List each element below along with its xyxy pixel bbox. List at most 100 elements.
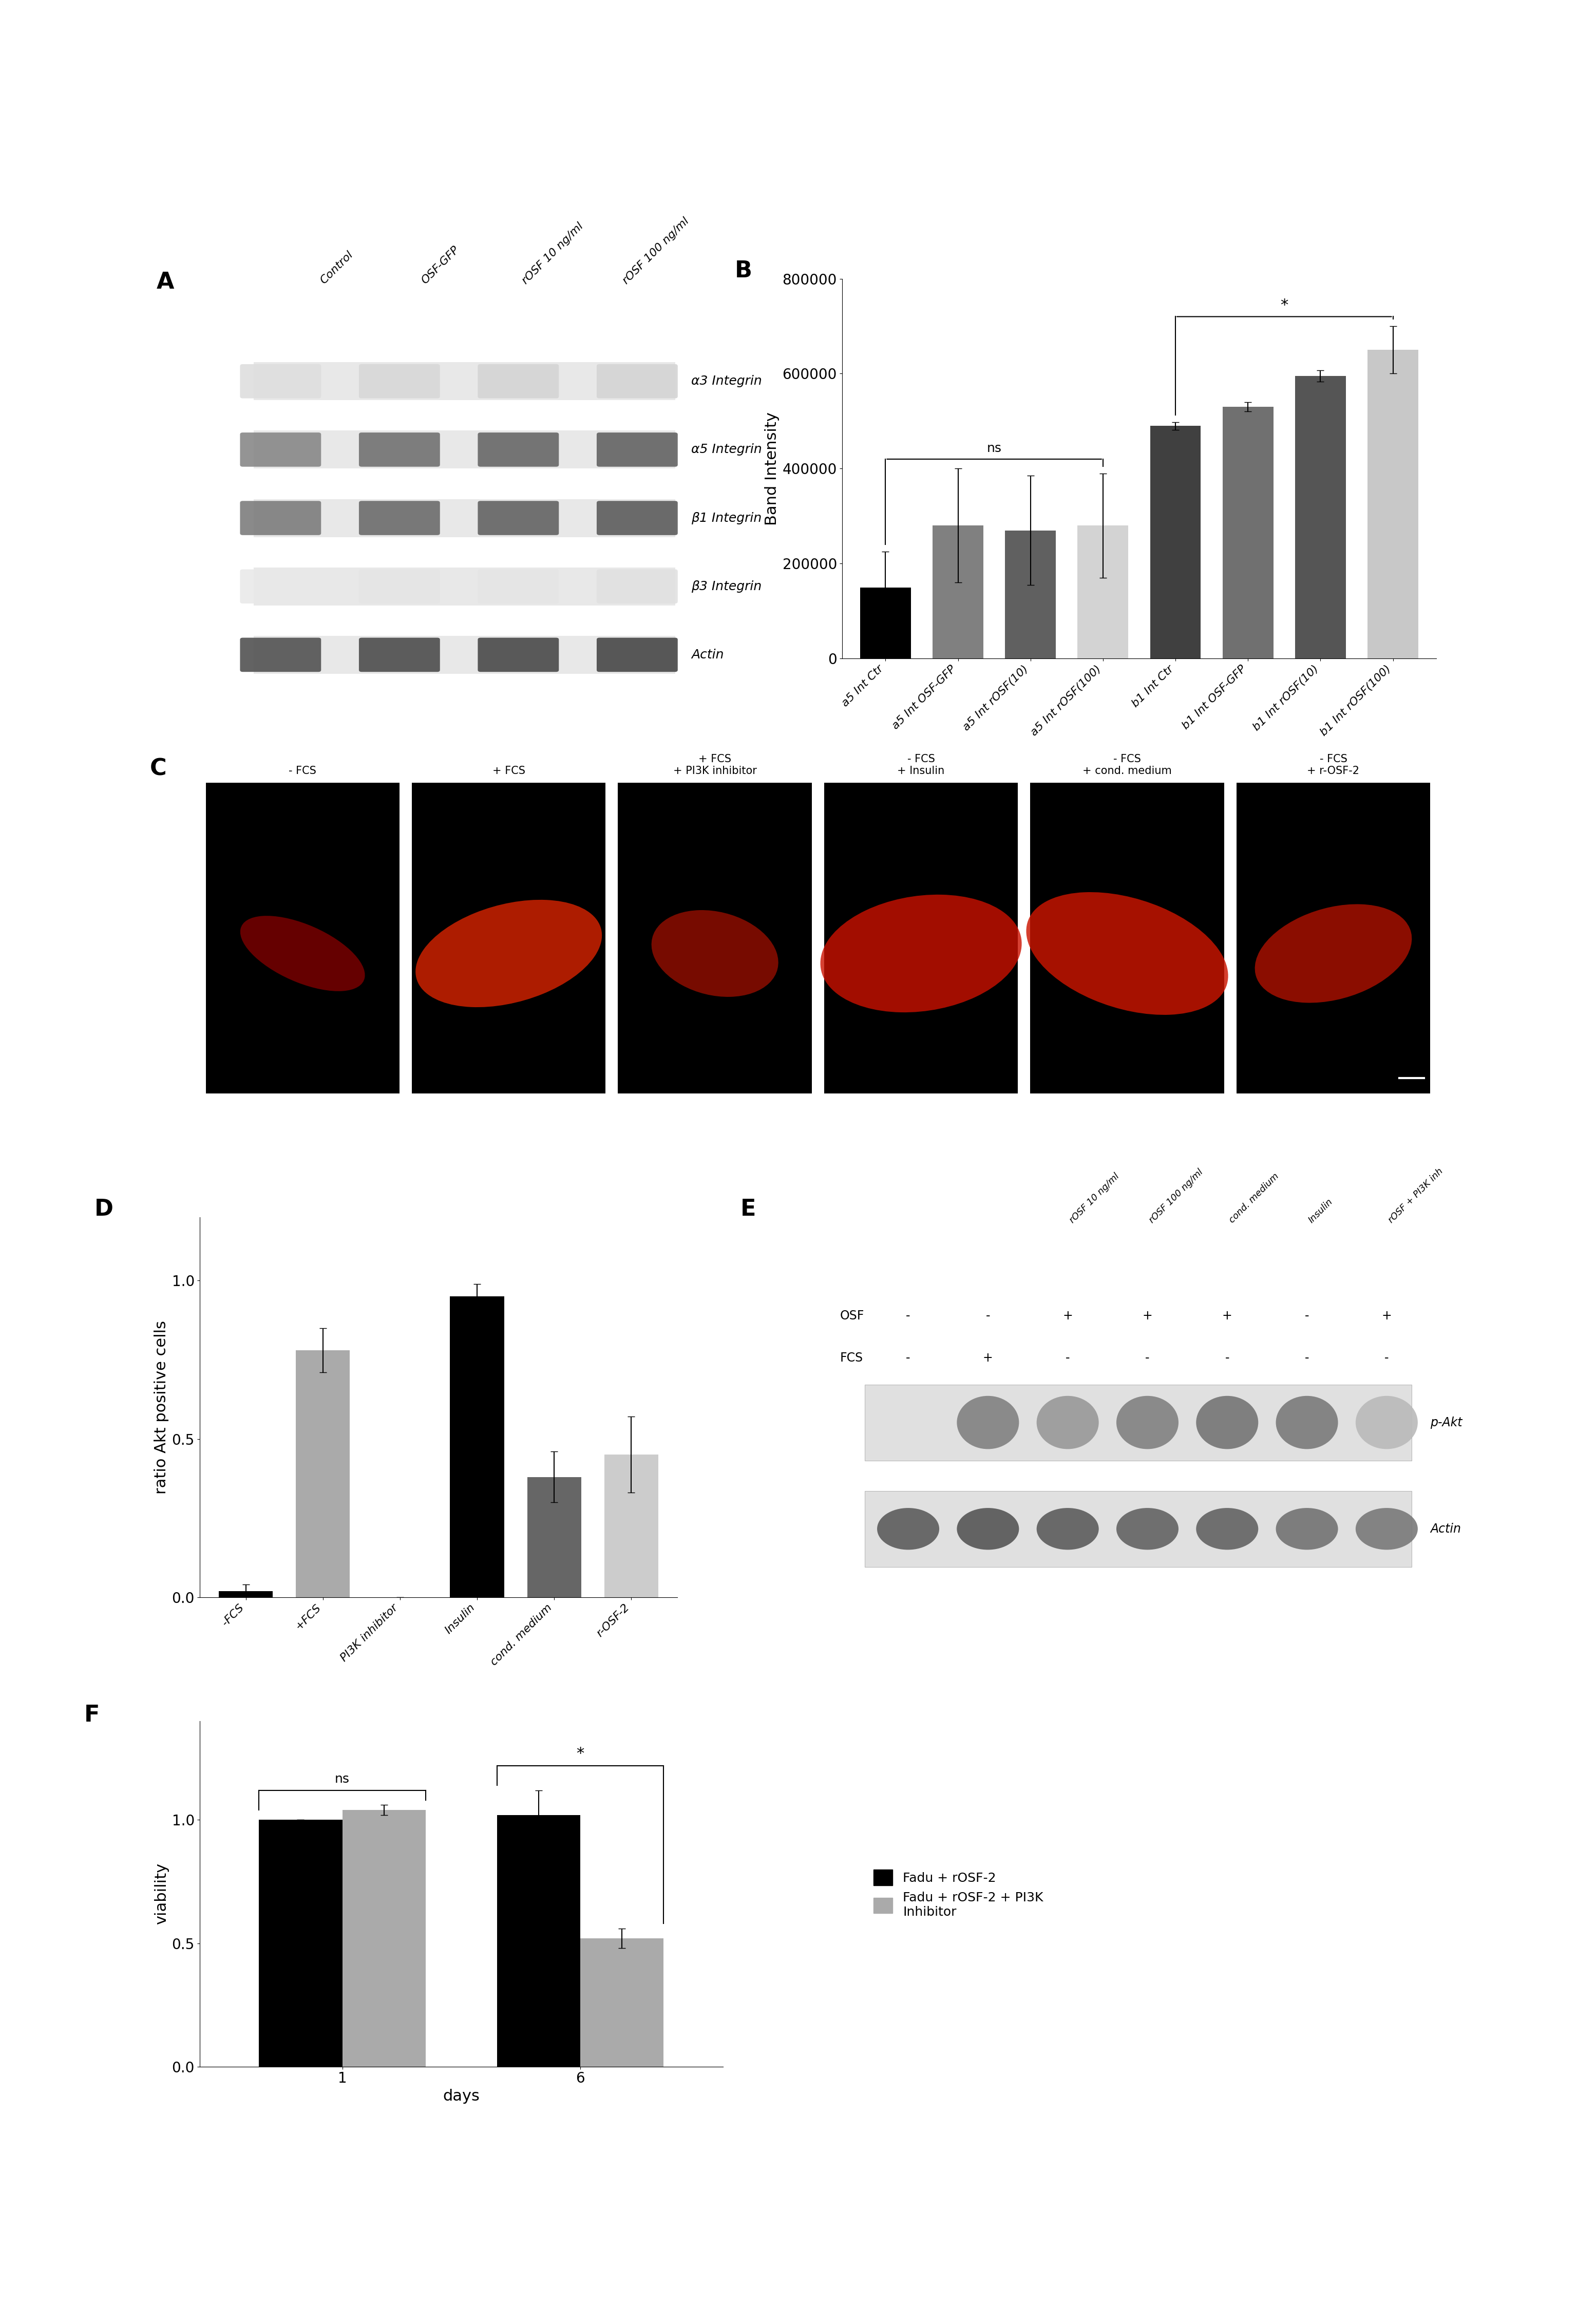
Bar <box>1151 425 1200 659</box>
Text: α3 Integrin: α3 Integrin <box>691 376 761 388</box>
Text: -: - <box>1384 1351 1389 1363</box>
Text: +: + <box>1382 1310 1392 1321</box>
Bar <box>860 587 911 659</box>
Ellipse shape <box>958 1507 1018 1549</box>
FancyBboxPatch shape <box>359 365 440 399</box>
FancyBboxPatch shape <box>597 569 678 604</box>
FancyBboxPatch shape <box>477 639 559 671</box>
Text: - FCS: - FCS <box>289 766 316 776</box>
Text: cond. medium: cond. medium <box>1227 1173 1280 1226</box>
Text: -: - <box>986 1310 990 1321</box>
Ellipse shape <box>1275 1396 1337 1449</box>
FancyBboxPatch shape <box>824 783 1018 1094</box>
Text: rOSF 100 ng/ml: rOSF 100 ng/ml <box>621 216 691 286</box>
FancyBboxPatch shape <box>239 502 321 534</box>
Ellipse shape <box>958 1396 1018 1449</box>
FancyBboxPatch shape <box>477 365 559 399</box>
Text: -: - <box>1066 1351 1069 1363</box>
Text: + FCS
+ PI3K inhibitor: + FCS + PI3K inhibitor <box>674 755 757 776</box>
Ellipse shape <box>1355 1396 1417 1449</box>
FancyBboxPatch shape <box>359 569 440 604</box>
FancyBboxPatch shape <box>597 432 678 467</box>
Text: Insulin: Insulin <box>1307 1198 1334 1226</box>
Ellipse shape <box>415 901 602 1008</box>
Bar <box>932 525 983 659</box>
Ellipse shape <box>1116 1396 1178 1449</box>
Text: *: * <box>576 1746 584 1762</box>
FancyBboxPatch shape <box>412 783 605 1094</box>
Y-axis label: Band Intensity: Band Intensity <box>764 411 779 525</box>
Ellipse shape <box>1037 1396 1098 1449</box>
Bar <box>605 1456 658 1598</box>
Text: +: + <box>1143 1310 1152 1321</box>
Text: + FCS: + FCS <box>492 766 525 776</box>
Text: β3 Integrin: β3 Integrin <box>691 580 761 592</box>
Text: E: E <box>741 1198 757 1221</box>
Ellipse shape <box>1037 1507 1098 1549</box>
Text: -: - <box>1146 1351 1149 1363</box>
Bar <box>259 1820 342 2067</box>
Text: - FCS
+ cond. medium: - FCS + cond. medium <box>1082 755 1171 776</box>
Text: - FCS
+ Insulin: - FCS + Insulin <box>897 755 945 776</box>
FancyBboxPatch shape <box>359 639 440 671</box>
Text: -: - <box>907 1351 910 1363</box>
Ellipse shape <box>241 915 365 991</box>
FancyBboxPatch shape <box>865 1491 1411 1567</box>
Text: - FCS
+ r-OSF-2: - FCS + r-OSF-2 <box>1307 755 1360 776</box>
Text: -: - <box>907 1310 910 1321</box>
Bar <box>342 1809 426 2067</box>
Ellipse shape <box>1355 1507 1417 1549</box>
Text: A: A <box>156 272 174 293</box>
Text: FCS: FCS <box>839 1351 863 1363</box>
Text: Actin: Actin <box>1430 1523 1460 1535</box>
FancyBboxPatch shape <box>359 432 440 467</box>
Bar <box>496 1816 581 2067</box>
Bar <box>1223 406 1274 659</box>
Text: α5 Integrin: α5 Integrin <box>691 444 761 455</box>
Text: rOSF 10 ng/ml: rOSF 10 ng/ml <box>520 221 586 286</box>
FancyBboxPatch shape <box>359 502 440 534</box>
Bar <box>581 1939 664 2067</box>
FancyBboxPatch shape <box>1237 783 1430 1094</box>
FancyBboxPatch shape <box>239 432 321 467</box>
FancyBboxPatch shape <box>254 567 675 606</box>
Text: Control: Control <box>318 248 354 286</box>
Text: D: D <box>94 1198 113 1221</box>
Text: OSF: OSF <box>839 1310 863 1321</box>
Ellipse shape <box>1254 903 1412 1003</box>
FancyBboxPatch shape <box>477 569 559 604</box>
FancyBboxPatch shape <box>865 1384 1411 1461</box>
FancyBboxPatch shape <box>618 783 812 1094</box>
Ellipse shape <box>1026 892 1229 1015</box>
Text: ns: ns <box>986 441 1002 455</box>
Text: β1 Integrin: β1 Integrin <box>691 511 761 525</box>
Bar <box>450 1296 504 1598</box>
Text: rOSF 10 ng/ml: rOSF 10 ng/ml <box>1068 1173 1120 1226</box>
Bar <box>527 1477 581 1598</box>
Text: p-Akt: p-Akt <box>1430 1416 1462 1428</box>
Ellipse shape <box>1275 1507 1337 1549</box>
FancyBboxPatch shape <box>239 569 321 604</box>
Text: ns: ns <box>335 1774 350 1786</box>
Legend: Fadu + rOSF-2, Fadu + rOSF-2 + PI3K
Inhibitor: Fadu + rOSF-2, Fadu + rOSF-2 + PI3K Inhi… <box>867 1862 1050 1925</box>
FancyBboxPatch shape <box>1031 783 1224 1094</box>
FancyBboxPatch shape <box>254 362 675 399</box>
Text: +: + <box>1063 1310 1073 1321</box>
Text: -: - <box>1306 1351 1309 1363</box>
FancyBboxPatch shape <box>597 639 678 671</box>
Text: F: F <box>85 1704 101 1725</box>
Y-axis label: viability: viability <box>153 1862 169 1925</box>
Text: -: - <box>1226 1351 1229 1363</box>
Text: C: C <box>150 757 168 780</box>
Bar <box>219 1591 273 1598</box>
Ellipse shape <box>1116 1507 1178 1549</box>
FancyBboxPatch shape <box>206 783 399 1094</box>
Text: Actin: Actin <box>691 648 725 662</box>
Bar <box>295 1351 350 1598</box>
Ellipse shape <box>878 1507 940 1549</box>
Bar <box>1368 351 1419 659</box>
FancyBboxPatch shape <box>254 636 675 673</box>
Text: B: B <box>736 260 752 281</box>
Text: -: - <box>1306 1310 1309 1321</box>
FancyBboxPatch shape <box>239 639 321 671</box>
